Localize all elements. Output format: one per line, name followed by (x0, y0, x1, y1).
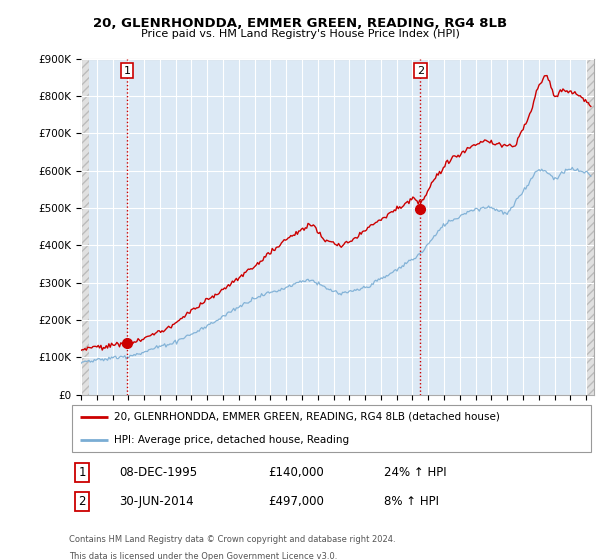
Text: HPI: Average price, detached house, Reading: HPI: Average price, detached house, Read… (113, 435, 349, 445)
Text: 2: 2 (417, 66, 424, 76)
Text: £497,000: £497,000 (269, 495, 325, 508)
FancyBboxPatch shape (71, 405, 592, 452)
Text: 20, GLENRHONDDA, EMMER GREEN, READING, RG4 8LB: 20, GLENRHONDDA, EMMER GREEN, READING, R… (93, 17, 507, 30)
Text: 1: 1 (79, 466, 86, 479)
Text: This data is licensed under the Open Government Licence v3.0.: This data is licensed under the Open Gov… (69, 552, 337, 560)
Bar (81, 59, 89, 395)
Bar (81, 59, 89, 395)
Text: £140,000: £140,000 (269, 466, 324, 479)
Text: Price paid vs. HM Land Registry's House Price Index (HPI): Price paid vs. HM Land Registry's House … (140, 29, 460, 39)
Text: Contains HM Land Registry data © Crown copyright and database right 2024.: Contains HM Land Registry data © Crown c… (69, 535, 395, 544)
Text: 24% ↑ HPI: 24% ↑ HPI (384, 466, 446, 479)
Text: 1: 1 (124, 66, 131, 76)
Text: 08-DEC-1995: 08-DEC-1995 (119, 466, 197, 479)
Text: 20, GLENRHONDDA, EMMER GREEN, READING, RG4 8LB (detached house): 20, GLENRHONDDA, EMMER GREEN, READING, R… (113, 412, 499, 422)
Text: 8% ↑ HPI: 8% ↑ HPI (384, 495, 439, 508)
Text: 30-JUN-2014: 30-JUN-2014 (119, 495, 193, 508)
Text: 2: 2 (79, 495, 86, 508)
Bar (586, 59, 594, 395)
Bar (586, 59, 594, 395)
